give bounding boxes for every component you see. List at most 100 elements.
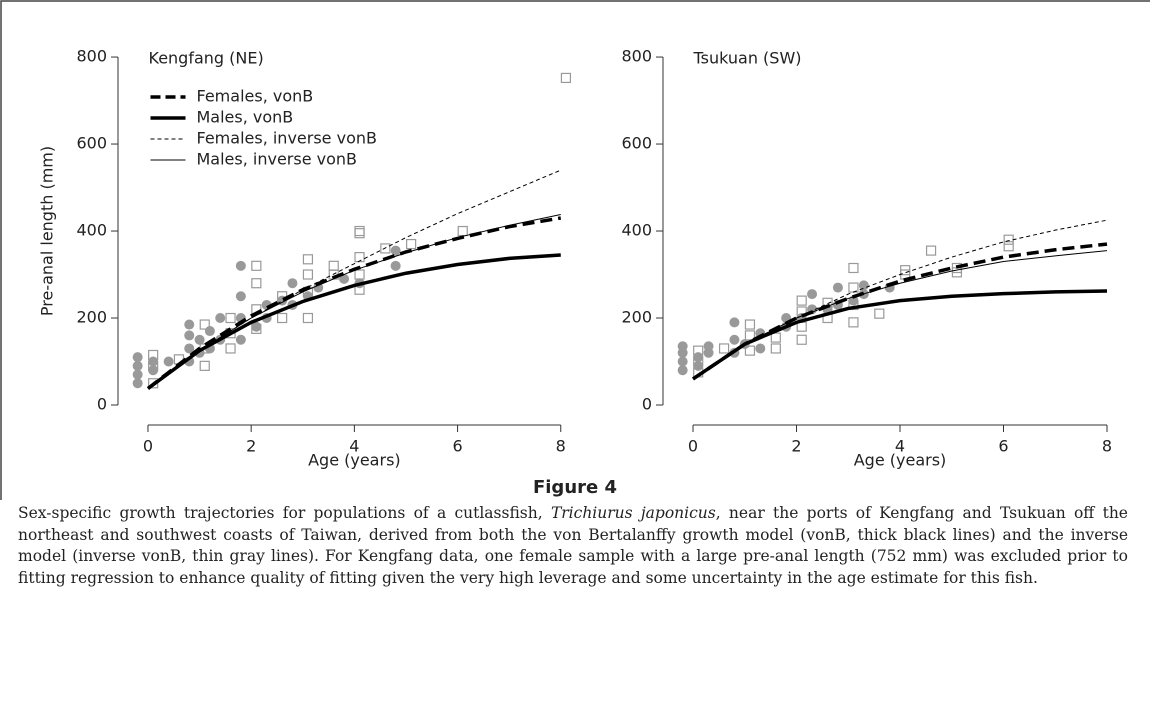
female-point: [148, 349, 159, 361]
female-point: [199, 319, 210, 330]
y-tick-label: 800: [76, 47, 107, 66]
female-point: [848, 299, 859, 311]
male-point: [287, 278, 298, 289]
male-point: [132, 369, 143, 380]
male-point: [235, 334, 246, 345]
y-tick-label: 400: [76, 221, 107, 240]
male-point: [132, 352, 143, 363]
x-tick-label: 6: [998, 437, 1008, 456]
male-point: [204, 326, 215, 337]
y-tick-label: 600: [76, 134, 107, 153]
male-point: [184, 319, 195, 330]
female-point: [1003, 234, 1014, 245]
male-point: [184, 343, 195, 354]
growth-curve: [692, 219, 1108, 379]
male-point: [235, 260, 246, 271]
male-point: [132, 378, 143, 389]
male-point: [313, 282, 324, 293]
male-point: [215, 313, 226, 324]
growth-curve: [146, 253, 561, 390]
female-point: [354, 269, 365, 280]
growth-curve: [146, 216, 562, 390]
legend-label: Males, vonB: [197, 108, 294, 127]
y-tick-label: 200: [621, 308, 652, 327]
female-point: [277, 312, 288, 324]
male-point: [390, 245, 401, 256]
female-point: [900, 265, 911, 276]
x-tick-label: 0: [143, 437, 153, 456]
female-point: [406, 238, 417, 250]
female-point: [770, 343, 781, 354]
y-tick-label: 400: [621, 221, 652, 240]
female-point: [718, 343, 730, 354]
male-point: [390, 260, 401, 271]
y-tick-label: 0: [642, 395, 652, 414]
male-point: [677, 341, 688, 352]
legend-label: Females, inverse vonB: [197, 129, 377, 148]
female-point: [354, 252, 365, 263]
female-point: [251, 323, 262, 334]
legend-label: Females, vonB: [197, 87, 314, 106]
male-point: [858, 280, 869, 291]
x-tick-label: 4: [349, 437, 359, 456]
male-point: [807, 289, 818, 300]
female-point: [874, 308, 885, 319]
female-point: [251, 278, 262, 289]
female-point: [199, 360, 210, 371]
male-point: [729, 334, 740, 345]
female-point: [848, 317, 859, 328]
male-point: [755, 343, 766, 354]
x-tick-label: 6: [452, 437, 462, 456]
figure-label: Figure 4: [533, 477, 617, 498]
female-point: [951, 262, 963, 274]
male-point: [163, 356, 174, 367]
growth-curve: [147, 214, 561, 389]
male-point: [832, 282, 843, 293]
male-point: [184, 330, 195, 341]
growth-curve: [692, 289, 1108, 381]
female-point: [796, 295, 807, 306]
female-point: [770, 332, 781, 343]
female-point: [225, 343, 236, 354]
female-point: [693, 356, 704, 367]
x-tick-label: 2: [246, 437, 256, 456]
male-point: [235, 291, 246, 302]
panel-label: Kengfang (NE): [149, 49, 264, 68]
female-point: [302, 254, 314, 265]
y-tick-label: 0: [97, 395, 107, 414]
female-point: [302, 269, 314, 280]
panel-label: Tsukuan (SW): [693, 49, 802, 68]
growth-curve: [692, 250, 1108, 379]
growth-curve: [147, 169, 561, 389]
male-point: [703, 341, 714, 352]
male-point: [677, 356, 688, 367]
x-tick-label: 2: [791, 437, 801, 456]
female-point: [354, 228, 365, 239]
x-tick-label: 4: [895, 437, 905, 456]
x-tick-label: 8: [1102, 437, 1112, 456]
x-tick-label: 8: [556, 437, 566, 456]
female-point: [354, 225, 365, 237]
female-point: [744, 319, 756, 330]
growth-curve: [692, 242, 1108, 381]
female-point: [848, 262, 859, 274]
male-point: [729, 317, 740, 328]
female-point: [457, 225, 468, 237]
female-point: [225, 312, 236, 324]
x-axis-label: Age (years): [854, 451, 947, 470]
male-point: [677, 365, 688, 376]
female-point: [1003, 241, 1014, 252]
female-point: [251, 260, 262, 271]
female-point: [693, 345, 704, 356]
female-point: [328, 260, 339, 271]
male-point: [194, 334, 205, 345]
female-point: [560, 72, 572, 84]
y-axis-label: Pre-anal length (mm): [38, 146, 57, 316]
female-point: [380, 243, 391, 254]
legend-label: Males, inverse vonB: [197, 150, 358, 169]
caption-text: Sex-specific growth trajectories for pop…: [18, 504, 551, 522]
x-axis-label: Age (years): [308, 451, 401, 470]
